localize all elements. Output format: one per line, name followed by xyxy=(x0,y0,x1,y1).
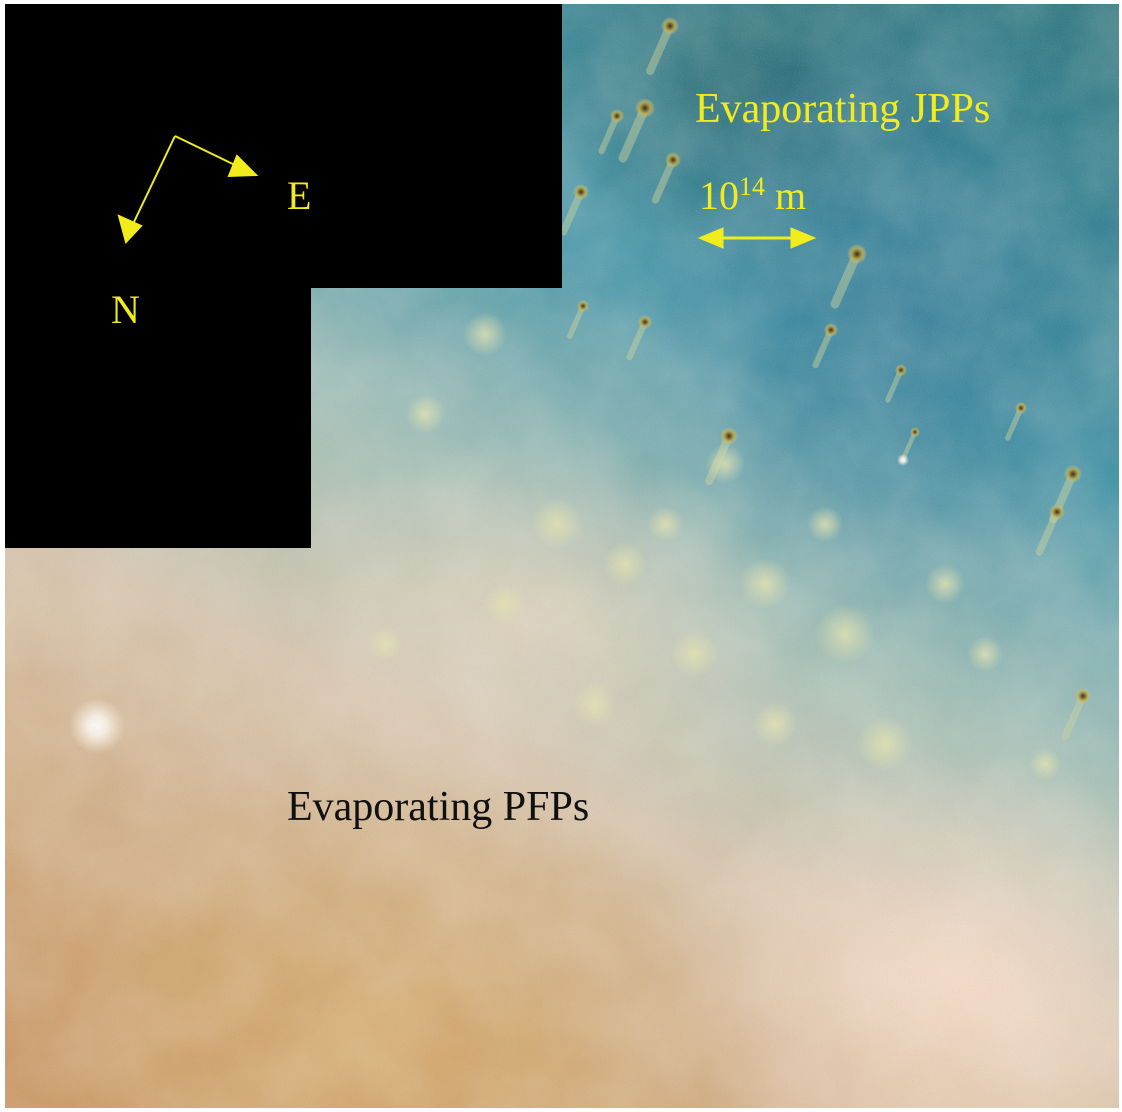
nebula-image: Evaporating JPPs 1014 m E N Evaporating … xyxy=(5,4,1119,1108)
evaporating-pfps-label: Evaporating PFPs xyxy=(287,784,590,830)
evaporating-jpps-label: Evaporating JPPs xyxy=(695,86,991,132)
scale-exponent: 14 xyxy=(739,172,765,201)
scale-unit: m xyxy=(775,173,807,218)
scale-base: 10 xyxy=(699,173,739,218)
masked-region-top xyxy=(5,4,562,288)
compass-east-label: E xyxy=(287,173,312,218)
masked-region-left xyxy=(5,288,311,548)
scale-label: 1014 m xyxy=(699,174,806,216)
compass-north-label: N xyxy=(111,287,140,332)
